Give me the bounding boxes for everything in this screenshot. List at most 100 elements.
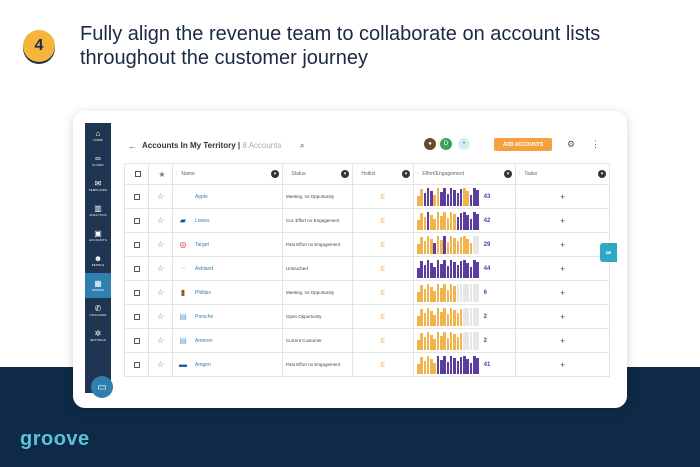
sidebar-item-settings[interactable]: ✲ SETTINGS [85, 323, 111, 348]
row-select-cell[interactable] [124, 280, 149, 305]
star-icon[interactable]: ☆ [148, 256, 173, 281]
row-checkbox[interactable] [133, 313, 140, 320]
sidebar-item-accounts[interactable]: ▣ ACCOUNTS [85, 223, 111, 248]
sidebar-item-flows[interactable]: ∞ FLOWS [85, 148, 111, 173]
row-checkbox[interactable] [133, 217, 140, 224]
row-select-cell[interactable] [124, 352, 149, 377]
table-row[interactable]: ☆ ▮ Phillips Meeting, no Opportunity ⴹ 6 + [124, 280, 610, 305]
row-checkbox[interactable] [133, 241, 140, 248]
user-avatar[interactable]: ● [424, 138, 436, 150]
account-name-link[interactable]: Amgen [195, 361, 211, 368]
sidebar-item-coaching[interactable]: ✆ COACHING [85, 298, 111, 323]
sidebar-item-home[interactable]: ⌂ HOME [85, 123, 111, 148]
add-task-icon[interactable]: + [515, 328, 610, 353]
table-row[interactable]: ☆ ◎ Target Past Effort no Engagement ⴹ 29 + [124, 232, 610, 257]
hotlist-flame-icon[interactable]: ⴹ [352, 232, 414, 257]
sort-icon[interactable]: ▾ [402, 170, 410, 178]
table-row[interactable]: ☆ ▰ Lowes Cur. Effort no Engagement ⴹ 42 + [124, 208, 610, 233]
add-task-icon[interactable]: + [515, 208, 610, 233]
table-row[interactable]: ☆ ~ Ashland Untouched ⴹ 44 + [124, 256, 610, 281]
star-icon[interactable]: ☆ [148, 352, 173, 377]
account-name-link[interactable]: Target [195, 241, 209, 248]
effort-bar [430, 287, 433, 302]
table-row[interactable]: ☆ ▤ Ameren Current Customer ⴹ 2 + [124, 328, 610, 353]
row-select-cell[interactable] [124, 328, 149, 353]
status-cell: Meeting, no Opportunity [282, 184, 353, 209]
search-icon[interactable]: ⌕ [300, 141, 305, 150]
effort-bar [443, 260, 446, 278]
sort-icon[interactable]: ▾ [341, 170, 349, 178]
hotlist-flame-icon[interactable]: ⴹ [352, 184, 414, 209]
sort-icon[interactable]: ▾ [598, 170, 606, 178]
select-all-cell[interactable] [124, 163, 149, 185]
star-icon[interactable]: ☆ [148, 304, 173, 329]
groove-side-tab-icon[interactable]: ∞ [600, 243, 617, 262]
chat-icon[interactable]: ▭ [91, 376, 113, 398]
table-row[interactable]: ☆ ▤ Porsche Open Opportunity ⴹ 2 + [124, 304, 610, 329]
sidebar-item-templates[interactable]: ✉ TEMPLATES [85, 173, 111, 198]
row-checkbox[interactable] [133, 289, 140, 296]
account-name-link[interactable]: Phillips [195, 289, 211, 296]
account-name-link[interactable]: Lowes [195, 217, 210, 224]
add-user-icon[interactable]: + [458, 138, 470, 150]
row-select-cell[interactable] [124, 208, 149, 233]
sidebar-item-analytics[interactable]: ▥ ANALYTICS [85, 198, 111, 223]
row-checkbox[interactable] [133, 337, 140, 344]
table-row[interactable]: ☆ ▬ Amgen Past Effort no Engagement ⴹ 41 + [124, 352, 610, 377]
sidebar-item-people[interactable]: ☻ PEOPLE [85, 248, 111, 273]
sort-icon[interactable]: ▾ [504, 170, 512, 178]
effort-bar-chart [417, 331, 480, 350]
more-options-icon[interactable]: ⋮ [591, 139, 600, 149]
star-icon[interactable]: ☆ [148, 184, 173, 209]
column-header-effort[interactable]: ⁞ Effort/Engagement ▾ [413, 163, 516, 185]
user-avatar-initial[interactable]: D [440, 138, 452, 150]
effort-bar [449, 211, 453, 230]
column-header-name[interactable]: ⁞ Name ▾ [172, 163, 283, 185]
effort-bar [423, 312, 427, 326]
hotlist-flame-icon[interactable]: ⴹ [352, 352, 414, 377]
back-arrow-icon[interactable]: ← [128, 141, 137, 151]
account-name-link[interactable]: Ameren [195, 337, 213, 344]
row-select-cell[interactable] [124, 184, 149, 209]
hotlist-flame-icon[interactable]: ⴹ [352, 304, 414, 329]
hotlist-flame-icon[interactable]: ⴹ [352, 280, 414, 305]
effort-cell: 44 [413, 256, 516, 281]
add-accounts-button[interactable]: ADD ACCOUNTS [494, 138, 552, 151]
effort-bar [430, 311, 433, 326]
add-task-icon[interactable]: + [515, 256, 610, 281]
gear-icon[interactable]: ⚙ [567, 139, 576, 149]
account-name-link[interactable]: Apple [195, 193, 208, 200]
effort-bar [420, 213, 423, 230]
table-row[interactable]: ☆ Apple Meeting, no Opportunity ⴹ 43 + [124, 184, 610, 209]
row-checkbox[interactable] [133, 265, 140, 272]
row-checkbox[interactable] [133, 361, 140, 368]
row-select-cell[interactable] [124, 232, 149, 257]
column-header-status[interactable]: ⁞ Status ▾ [282, 163, 353, 185]
hotlist-flame-icon[interactable]: ⴹ [352, 256, 414, 281]
effort-bar [423, 288, 427, 302]
column-header-hotlist[interactable]: ⁞ Hotlist ▾ [352, 163, 414, 185]
star-icon[interactable]: ☆ [148, 232, 173, 257]
add-task-icon[interactable]: + [515, 352, 610, 377]
sort-icon[interactable]: ▾ [271, 170, 279, 178]
add-task-icon[interactable]: + [515, 280, 610, 305]
effort-bar [463, 187, 466, 206]
star-icon[interactable]: ☆ [148, 208, 173, 233]
column-header-tasks[interactable]: ⁞ Tasks ▾ [515, 163, 610, 185]
hotlist-flame-icon[interactable]: ⴹ [352, 208, 414, 233]
effort-bar [473, 307, 476, 326]
sidebar-item-spaces[interactable]: ▦ SPACES [85, 273, 111, 298]
select-all-checkbox[interactable] [135, 171, 141, 177]
add-task-icon[interactable]: + [515, 184, 610, 209]
account-name-link[interactable]: Ashland [195, 265, 214, 272]
effort-bar [420, 285, 423, 302]
star-icon[interactable]: ☆ [148, 328, 173, 353]
hotlist-flame-icon[interactable]: ⴹ [352, 328, 414, 353]
row-select-cell[interactable] [124, 304, 149, 329]
account-name-link[interactable]: Porsche [195, 313, 214, 320]
add-task-icon[interactable]: + [515, 304, 610, 329]
row-checkbox[interactable] [133, 193, 140, 200]
row-select-cell[interactable] [124, 256, 149, 281]
star-icon[interactable]: ☆ [148, 280, 173, 305]
add-task-icon[interactable]: + [515, 232, 610, 257]
